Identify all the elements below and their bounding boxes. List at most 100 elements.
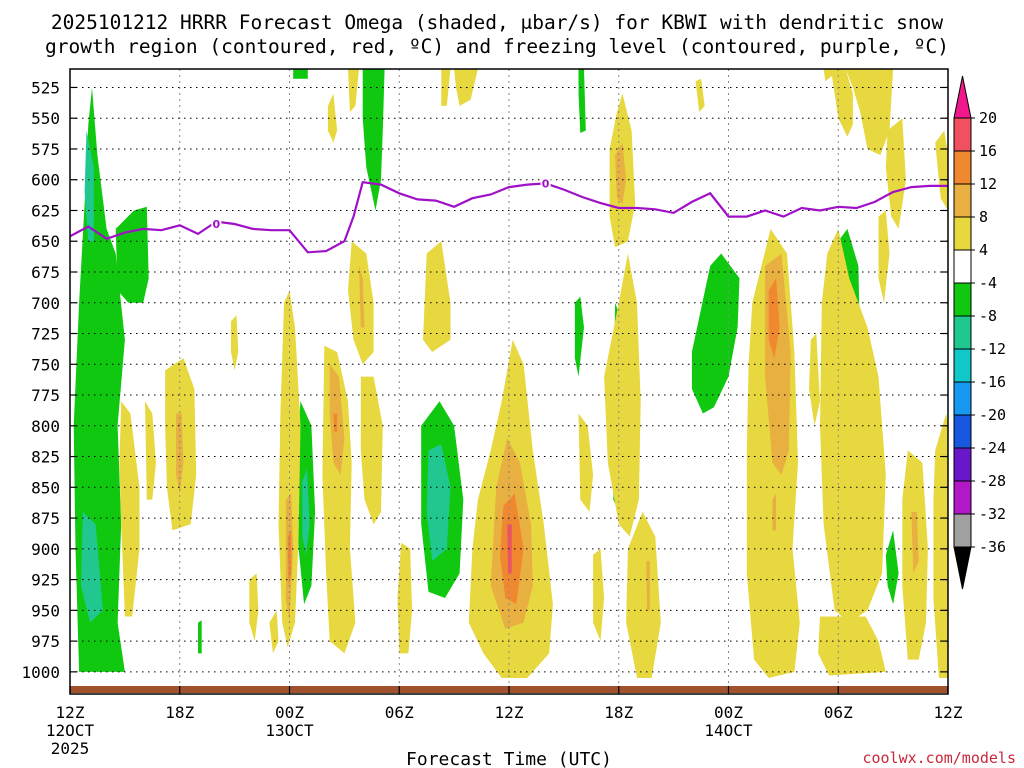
omega-region-18 — [198, 620, 202, 654]
omega-region-26 — [278, 290, 301, 648]
omega-region-5 — [362, 69, 385, 211]
y-tick-label-875: 875 — [31, 509, 60, 528]
omega-region-24 — [249, 573, 259, 642]
x-tick-label-4: 12Z — [495, 703, 524, 722]
y-tick-label-525: 525 — [31, 78, 60, 97]
colorbar-segment-3 — [953, 216, 972, 251]
y-tick-label-725: 725 — [31, 325, 60, 344]
omega-shaded-layer — [73, 69, 948, 678]
chart-title-line-2: growth region (contoured, red, ºC) and f… — [45, 35, 949, 58]
omega-region-42 — [593, 548, 605, 642]
colorbar-tick-label-0: 20 — [979, 109, 997, 127]
omega-region-39 — [499, 493, 524, 605]
y-tick-label-1000: 1000 — [21, 663, 60, 682]
freezing-label-bg-0 — [211, 216, 222, 231]
x-tick-label-8: 12Z — [934, 703, 963, 722]
colorbar-segment-10 — [953, 447, 972, 482]
colorbar: 20 16 12 8 4 -4 -8 -12 -16 -20 -24 -28 -32 -36 — [953, 75, 1006, 590]
y-tick-label-550: 550 — [31, 109, 60, 128]
y-tick-label-900: 900 — [31, 540, 60, 559]
x-tick-date-0: 12OCT — [46, 721, 95, 740]
colorbar-tick-label-12: -32 — [979, 505, 1006, 523]
x-tick-date-2: 13OCT — [265, 721, 314, 740]
x-axis-label: Forecast Time (UTC) — [406, 749, 612, 768]
colorbar-segment-0 — [953, 117, 972, 152]
colorbar-tick-label-6: -8 — [979, 307, 997, 325]
x-tick-year-0: 2025 — [51, 739, 90, 758]
colorbar-tick-label-2: 12 — [979, 175, 997, 193]
omega-region-35 — [397, 542, 413, 654]
omega-region-1 — [115, 206, 149, 303]
omega-region-4 — [293, 69, 308, 79]
colorbar-tick-label-3: 8 — [979, 208, 988, 226]
y-tick-label-825: 825 — [31, 448, 60, 467]
colorbar-segment-12 — [953, 513, 972, 548]
y-tick-label-800: 800 — [31, 417, 60, 436]
freezing-level-label-0: 0 — [213, 218, 221, 231]
colorbar-tick-label-8: -16 — [979, 373, 1006, 391]
colorbar-tick-label-10: -24 — [979, 439, 1006, 457]
omega-region-62 — [933, 413, 948, 678]
omega-region-3 — [84, 130, 94, 242]
colorbar-segment-7 — [953, 348, 972, 383]
omega-region-55 — [768, 278, 780, 359]
omega-region-57 — [809, 333, 820, 426]
y-tick-label-700: 700 — [31, 294, 60, 313]
omega-region-59 — [818, 616, 886, 676]
y-tick-label-675: 675 — [31, 263, 60, 282]
omega-region-28 — [287, 530, 292, 586]
omega-region-19 — [119, 401, 140, 617]
plot-area: 00 — [70, 69, 948, 694]
omega-region-51 — [348, 69, 359, 113]
colorbar-segment-1 — [953, 150, 972, 185]
omega-region-41 — [578, 413, 594, 512]
colorbar-tick-label-1: 16 — [979, 142, 997, 160]
omega-region-56 — [772, 493, 777, 531]
omega-region-65 — [823, 69, 833, 82]
y-axis: 525 550 575 600 625 650 675 700 725 750 775 800 825 8… — [21, 78, 948, 682]
omega-region-47 — [646, 561, 650, 611]
x-tick-label-3: 06Z — [385, 703, 414, 722]
colorbar-tick-label-9: -20 — [979, 406, 1006, 424]
colorbar-segment-4 — [953, 249, 972, 284]
colorbar-bottom-arrow — [953, 546, 972, 590]
omega-region-23 — [231, 315, 239, 371]
x-tick-date-6: 14OCT — [704, 721, 753, 740]
omega-region-66 — [845, 69, 894, 156]
omega-region-64 — [830, 69, 853, 137]
omega-region-58 — [820, 228, 886, 623]
y-tick-label-975: 975 — [31, 632, 60, 651]
y-tick-label-850: 850 — [31, 478, 60, 497]
omega-region-68 — [878, 210, 890, 303]
omega-region-46 — [626, 511, 661, 678]
omega-region-20 — [145, 401, 156, 500]
omega-region-63 — [935, 130, 948, 211]
y-tick-label-750: 750 — [31, 355, 60, 374]
x-tick-label-5: 18Z — [604, 703, 633, 722]
y-tick-label-625: 625 — [31, 201, 60, 220]
y-tick-label-775: 775 — [31, 386, 60, 405]
omega-region-61 — [911, 511, 919, 574]
omega-region-50 — [327, 93, 338, 143]
colorbar-tick-label-11: -28 — [979, 472, 1006, 490]
colorbar-tick-label-4: 4 — [979, 241, 988, 259]
omega-region-11 — [574, 296, 584, 377]
omega-region-25 — [269, 610, 279, 654]
y-tick-label-650: 650 — [31, 232, 60, 251]
colorbar-tick-label-7: -12 — [979, 340, 1006, 358]
omega-region-7 — [302, 468, 310, 555]
omega-region-44 — [615, 142, 627, 205]
omega-region-67 — [885, 118, 906, 229]
y-tick-label-925: 925 — [31, 571, 60, 590]
colorbar-segment-11 — [953, 480, 972, 515]
freezing-level-layer: 00 — [70, 175, 948, 254]
omega-region-14 — [691, 253, 740, 414]
omega-region-36 — [423, 241, 451, 352]
freezing-label-bg-1 — [540, 175, 551, 190]
colorbar-segment-6 — [953, 315, 972, 350]
grid-lines — [70, 69, 948, 694]
chart-title-line-1: 2025101212 HRRR Forecast Omega (shaded, … — [51, 11, 943, 34]
colorbar-segment-8 — [953, 381, 972, 416]
